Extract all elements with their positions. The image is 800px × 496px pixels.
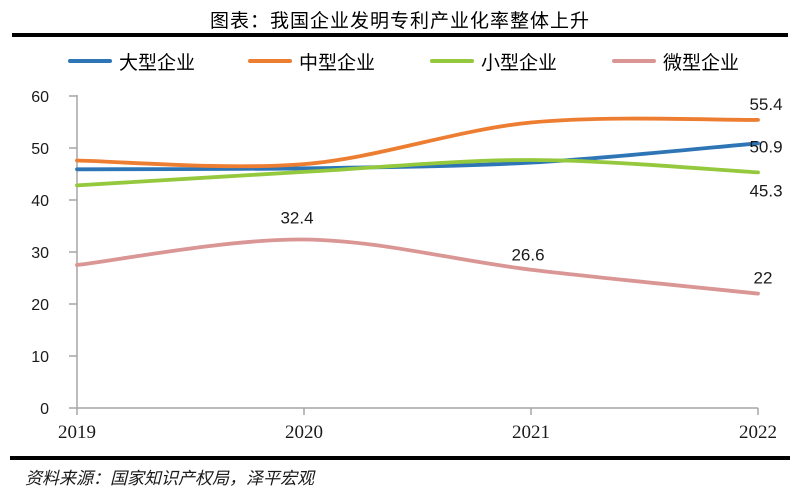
x-axis-labels: 2019 2020 2021 2022 xyxy=(58,422,777,443)
y-tick-label: 10 xyxy=(31,349,49,366)
point-label: 50.9 xyxy=(749,137,782,156)
legend-label: 中型企业 xyxy=(299,52,376,74)
legend-line-swatch xyxy=(248,59,292,63)
line-small-enterprise xyxy=(75,158,760,188)
y-axis-labels: 0 10 20 30 40 50 60 xyxy=(31,89,49,418)
x-tick-label: 2020 xyxy=(285,422,323,443)
legend-label: 大型企业 xyxy=(119,52,196,74)
point-label: 55.4 xyxy=(749,95,782,114)
y-tick-label: 0 xyxy=(40,401,49,418)
legend-line-swatch xyxy=(612,59,656,63)
y-tick-label: 40 xyxy=(31,193,49,210)
x-tick-label: 2019 xyxy=(58,422,96,443)
point-label: 22 xyxy=(754,269,773,288)
legend-item-large-enterprise: 大型企业 xyxy=(68,50,196,74)
point-labels: 55.4 50.9 45.3 22 32.4 26.6 xyxy=(280,95,782,288)
legend-item-micro-enterprise: 微型企业 xyxy=(612,50,740,74)
title-divider xyxy=(12,33,788,37)
axes xyxy=(69,95,759,415)
legend-item-small-enterprise: 小型企业 xyxy=(430,50,558,74)
line-medium-enterprise xyxy=(75,116,760,169)
plot-area xyxy=(75,116,760,296)
chart-title: 图表：我国企业发明专利产业化率整体上升 xyxy=(209,11,590,32)
x-tick-label: 2021 xyxy=(512,422,550,443)
source-divider xyxy=(10,456,790,460)
y-tick-label: 30 xyxy=(31,245,49,262)
point-label: 45.3 xyxy=(749,181,782,200)
chart-canvas: 0 10 20 30 40 50 60 2019 2020 2021 2022 … xyxy=(31,89,782,443)
legend-label: 小型企业 xyxy=(481,52,558,74)
x-tick-label: 2022 xyxy=(739,422,777,443)
legend-item-medium-enterprise: 中型企业 xyxy=(248,50,376,74)
y-tick-label: 60 xyxy=(31,89,49,106)
line-micro-enterprise xyxy=(75,237,760,296)
point-label: 32.4 xyxy=(280,209,313,228)
line-large-enterprise xyxy=(75,141,760,172)
y-tick-label: 20 xyxy=(31,297,49,314)
legend: 大型企业 中型企业 小型企业 微型企业 xyxy=(0,50,800,74)
legend-line-swatch xyxy=(68,59,112,63)
legend-line-swatch xyxy=(430,59,474,63)
point-label: 26.6 xyxy=(511,246,544,265)
legend-label: 微型企业 xyxy=(663,52,740,74)
y-tick-label: 50 xyxy=(31,141,49,158)
source-note: 资料来源：国家知识产权局，泽平宏观 xyxy=(25,469,314,488)
